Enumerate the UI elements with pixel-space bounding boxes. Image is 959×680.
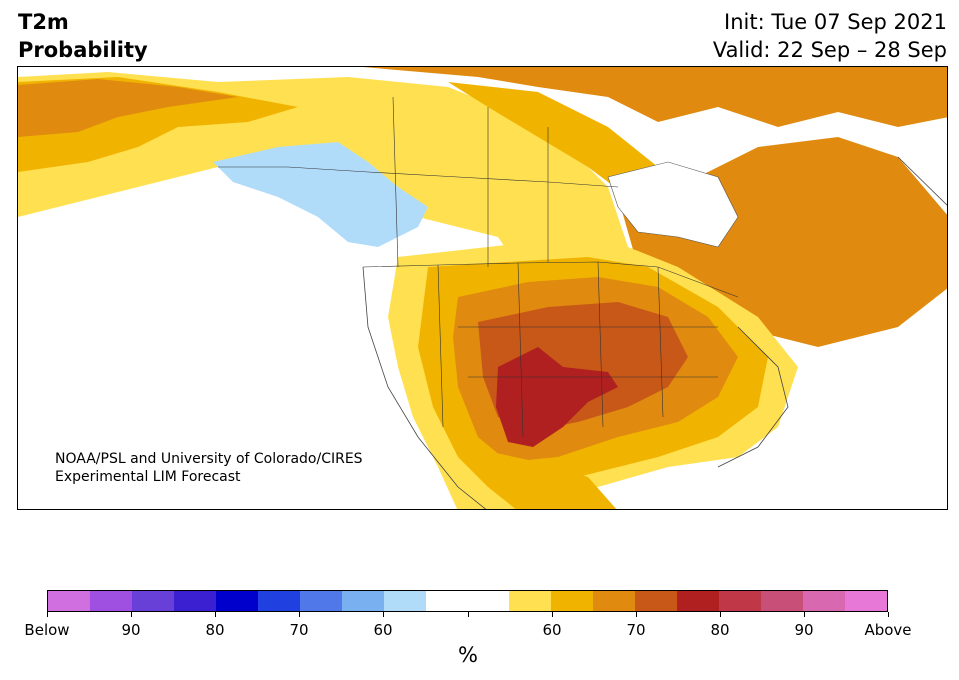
hudson-bay [607,161,739,248]
colorbar-tick-label: Above [864,621,912,639]
warm-region-alaska-core [18,79,238,137]
colorbar-tick [299,612,300,617]
colorbar-tick-label: 90 [794,621,814,639]
colorbar-tick-label: 70 [626,621,646,639]
colorbar-tick [47,612,48,617]
colorbar-tick-label: 80 [710,621,730,639]
colorbar-swatch [677,591,720,611]
cool-region-west-canada [213,142,428,247]
state-boundaries [218,96,739,438]
colorbar-swatch [48,591,90,611]
map-title: T2m Probability [18,8,148,64]
colorbar-unit: % [458,643,478,667]
product-label: Probability [18,38,148,62]
forecast-dates: Init: Tue 07 Sep 2021 Valid: 22 Sep – 28… [713,8,947,64]
colorbar-swatch [509,591,552,611]
colorbar-swatch [635,591,678,611]
colorbar-tick-label: 90 [121,621,141,639]
colorbar-tick-label: 80 [205,621,225,639]
colorbar-swatch [719,591,762,611]
colorbar-tick [468,612,469,617]
colorbar-tick [131,612,132,617]
credit-text: NOAA/PSL and University of Colorado/CIRE… [55,450,363,486]
colorbar-tick [804,612,805,617]
colorbar-tick [383,612,384,617]
colorbar-tick [552,612,553,617]
warm-region-mexico [468,447,617,509]
forecast-map [17,66,948,510]
colorbar-swatch [593,591,636,611]
colorbar-tick [636,612,637,617]
colorbar-tick-label: 60 [373,621,393,639]
colorbar-swatch [383,591,426,611]
colorbar-swatch [89,591,132,611]
credit-line-1: NOAA/PSL and University of Colorado/CIRE… [55,451,363,467]
warm-region-arctic [363,67,947,127]
colorbar-swatch [425,591,468,611]
colorbar-swatch [299,591,342,611]
warm-region-us-80 [496,347,618,447]
colorbar-tick-label: Below [24,621,70,639]
colorbar-swatch [803,591,846,611]
colorbar-tick [720,612,721,617]
colorbar-swatch [845,591,888,611]
colorbar [47,590,888,612]
colorbar-swatch [257,591,300,611]
colorbar-swatch [761,591,804,611]
colorbar-tick-label: 70 [289,621,309,639]
coastlines [362,156,947,509]
colorbar-swatch [215,591,258,611]
colorbar-tick [215,612,216,617]
colorbar-swatch [341,591,384,611]
colorbar-swatch [173,591,216,611]
init-date: Init: Tue 07 Sep 2021 [724,10,947,34]
colorbar-tick [888,612,889,617]
colorbar-swatch [467,591,510,611]
variable-label: T2m [18,10,69,34]
credit-line-2: Experimental LIM Forecast [55,469,241,485]
warm-region-arctic-edge [448,82,658,197]
north-america-map [18,67,947,509]
colorbar-tick-label: 60 [542,621,562,639]
colorbar-swatch [551,591,594,611]
colorbar-swatch [131,591,174,611]
valid-range: Valid: 22 Sep – 28 Sep [712,38,947,62]
